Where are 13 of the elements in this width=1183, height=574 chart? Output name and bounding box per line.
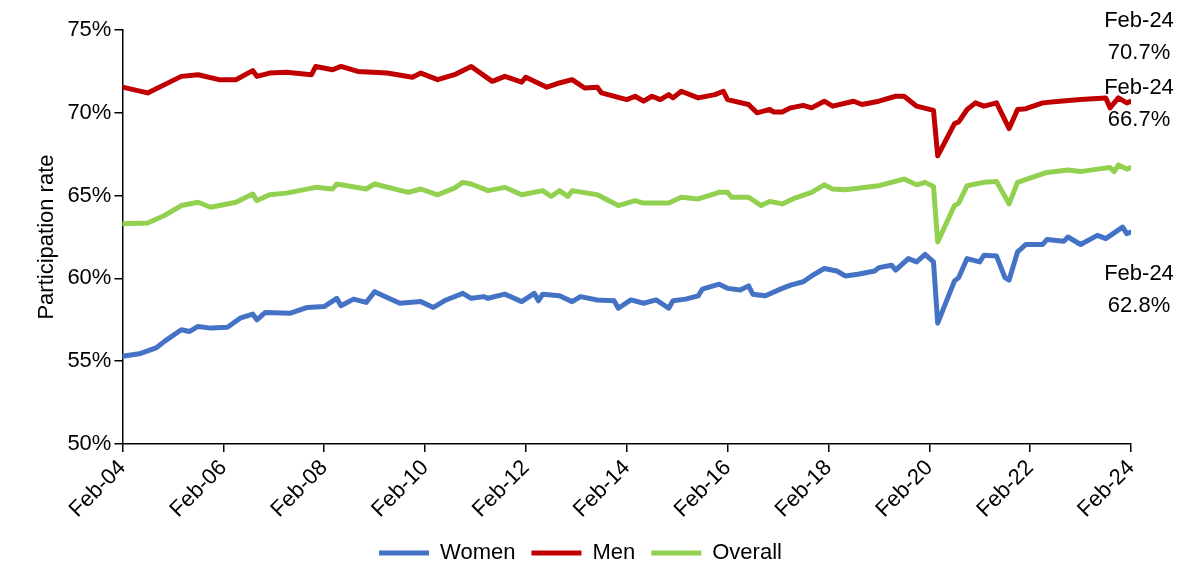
annotation: Feb-24 66.7%	[1104, 73, 1174, 131]
y-tick-label: 75%	[67, 16, 112, 42]
legend-label: Women	[440, 539, 516, 565]
y-tick-label: 70%	[67, 98, 112, 124]
legend-label: Men	[592, 539, 636, 565]
y-axis-title: Participation rate	[33, 154, 59, 320]
legend-label: Overall	[712, 539, 782, 565]
y-tick-label: 60%	[67, 264, 112, 290]
y-tick-label: 65%	[67, 181, 112, 207]
annotation: Feb-24 70.7%	[1104, 7, 1174, 65]
annotation: Feb-24 62.8%	[1104, 260, 1174, 318]
y-tick-label: 55%	[67, 347, 112, 373]
y-tick-label: 50%	[67, 430, 112, 456]
